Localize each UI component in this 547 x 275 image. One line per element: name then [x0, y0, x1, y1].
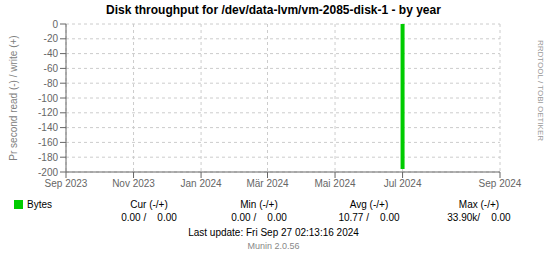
- svg-text:-140: -140: [38, 122, 58, 133]
- svg-text:-40: -40: [44, 48, 59, 59]
- html-text:Munin 2.0.56: Munin 2.0.56: [247, 241, 300, 251]
- svg-text:-160: -160: [38, 137, 58, 148]
- html-text:Min (-/+): Min (-/+): [240, 199, 278, 210]
- svg-text:Jul 2024: Jul 2024: [384, 178, 422, 189]
- svg-text:-60: -60: [44, 63, 59, 74]
- html-text:RRDTOOL / TOBI OETIKER: RRDTOOL / TOBI OETIKER: [536, 40, 545, 142]
- svg-text:Mai 2024: Mai 2024: [314, 178, 356, 189]
- html-text:Disk throughput for /dev/data-: Disk throughput for /dev/data-lvm/vm-208…: [106, 3, 441, 17]
- html-text:Cur (-/+): Cur (-/+): [130, 199, 168, 210]
- svg-text:-120: -120: [38, 107, 58, 118]
- html-text:Last update: Fri Sep 27 02:13:: Last update: Fri Sep 27 02:13:16 2024: [188, 227, 359, 238]
- svg-text:-200: -200: [38, 167, 58, 178]
- svg-text:-80: -80: [44, 78, 59, 89]
- html-text:0.00 / 0.00: 0.00 / 0.00: [121, 212, 177, 223]
- html-text:33.90k/ 0.00: 33.90k/ 0.00: [447, 212, 511, 223]
- svg-text:-20: -20: [44, 33, 59, 44]
- svg-text:Pr second read (-) / write (+): Pr second read (-) / write (+): [8, 35, 19, 160]
- svg-text:-100: -100: [38, 93, 58, 104]
- svg-text:-180: -180: [38, 152, 58, 163]
- html-text:Max (-/+): Max (-/+): [458, 199, 500, 210]
- svg-text:Sep 2023: Sep 2023: [45, 178, 88, 189]
- svg-text:Sep 2024: Sep 2024: [479, 178, 522, 189]
- svg-text:0: 0: [52, 19, 58, 30]
- svg-text:Mär 2024: Mär 2024: [246, 178, 289, 189]
- html-text:0.00 / 0.00: 0.00 / 0.00: [231, 212, 287, 223]
- svg-text:Nov 2023: Nov 2023: [112, 178, 155, 189]
- svg-text:Jan 2024: Jan 2024: [180, 178, 222, 189]
- html-text:10.77 / 0.00: 10.77 / 0.00: [338, 212, 400, 223]
- html-text:Avg (-/+): Avg (-/+): [349, 199, 389, 210]
- html-text:Bytes: Bytes: [27, 199, 52, 210]
